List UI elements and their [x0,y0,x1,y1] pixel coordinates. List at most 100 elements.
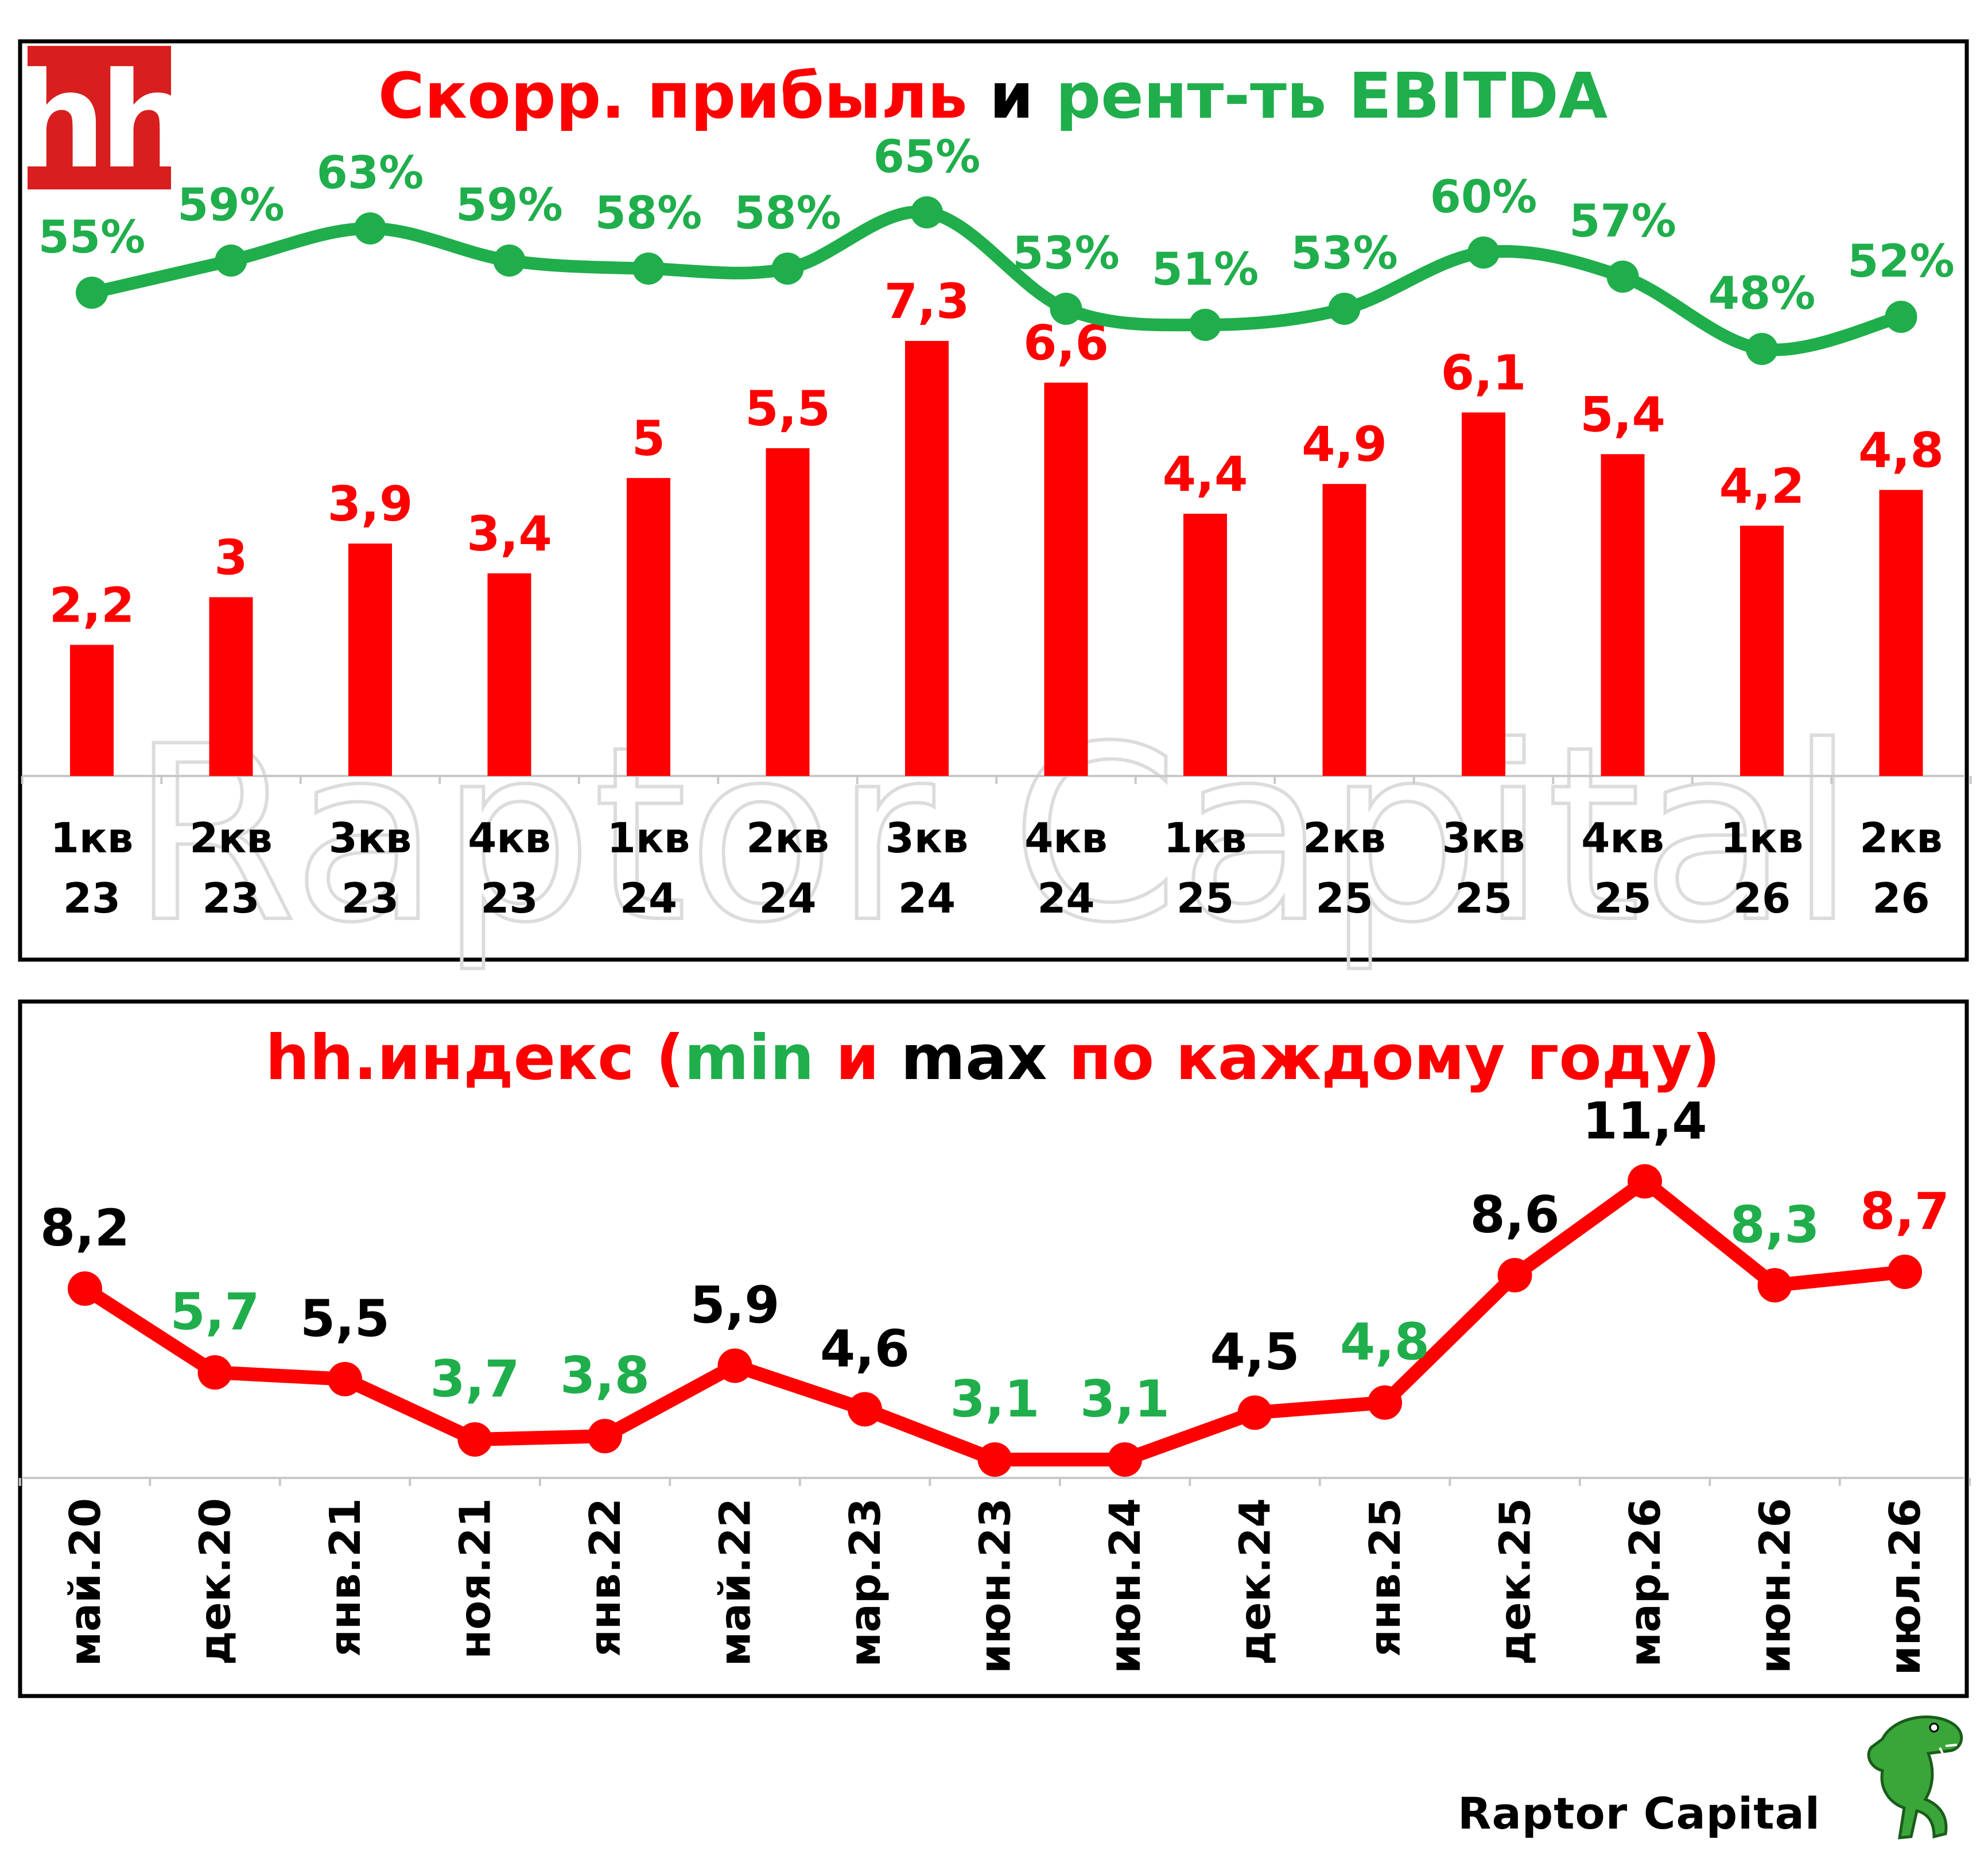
chart-hh-index: hh.индекс (min и max по каждому году) 8,2… [18,999,1971,1698]
ebitda-point [1050,293,1082,325]
hh-index-label: 4,6 [820,1319,910,1378]
ebitda-point [1189,309,1221,341]
profit-bar [1183,514,1227,776]
profit-bar [1601,454,1645,776]
chart1-category-label: 25 [1455,874,1512,922]
ebitda-point-label: 60% [1430,172,1537,223]
profit-bar-label: 7,3 [884,273,970,329]
chart1-category-label: 26 [1733,874,1791,922]
chart1-title-part-1: и [968,59,1056,133]
chart1-category-label: 24 [620,874,677,922]
chart1-category-label: 1кв [51,814,134,862]
hh-index-point [68,1271,102,1306]
chart1-category-label: 23 [202,874,259,922]
ebitda-point [76,277,108,309]
chart2-title: hh.индекс (min и max по каждому году) [265,1022,1720,1094]
hh-index-label: 5,5 [300,1289,390,1348]
chart1-category-label: 23 [341,874,399,922]
chart1-category-label: 1кв [607,814,690,862]
ebitda-point-label: 53% [1012,228,1120,280]
hh-index-point [717,1348,752,1383]
profit-bar-label: 4,2 [1719,458,1805,514]
ebitda-point-label: 55% [38,212,146,263]
ebitda-point [354,212,386,245]
profit-bar-label: 4,4 [1163,446,1248,502]
chart2-title-part-3: max [901,1022,1047,1094]
ebitda-point [493,245,526,277]
chart1-category-label: 3кв [1442,814,1525,862]
profit-bar-label: 4,8 [1858,422,1944,479]
hh-index-label: 8,6 [1470,1185,1560,1244]
ebitda-point-label: 59% [177,180,285,231]
chart1-category-label: 23 [63,874,121,922]
chart2-category-label: май.20 [61,1498,110,1666]
raptor-logo-icon [1867,1715,1963,1840]
chart2-category-label: мар.23 [841,1498,890,1667]
hh-index-point [1237,1395,1272,1430]
profit-bar [1044,382,1088,776]
hh-index-label: 3,8 [560,1346,650,1405]
chart1-title: Скорр. прибыль и рент-ть EBITDA [378,59,1608,133]
profit-bar [1879,490,1923,776]
ebitda-point [632,253,665,285]
footer-brand: Raptor Capital [1458,1788,1820,1839]
profit-bar [627,478,670,776]
profit-bar [1322,484,1366,776]
hh-index-point [1108,1442,1142,1477]
profit-bar-label: 6,1 [1441,345,1527,401]
ebitda-point-label: 65% [873,131,981,183]
ebitda-point-label: 48% [1709,268,1816,320]
profit-bar [1740,525,1784,776]
ebitda-point [1885,301,1917,333]
chart1-category-label: 24 [1037,874,1094,922]
ebitda-point [1467,236,1500,269]
profit-bar-label: 3,9 [328,476,413,532]
chart2-category-label: июн.23 [971,1498,1020,1674]
chart1-category-label: 3кв [886,814,969,862]
ebitda-point [911,196,943,228]
hh-index-point [1368,1385,1402,1420]
hh-index-point [1497,1258,1532,1293]
chart2-category-label: мар.26 [1621,1498,1670,1667]
hh-index-point [197,1355,232,1390]
hh-index-label: 11,4 [1582,1091,1707,1150]
chart1-category-label: 25 [1594,874,1651,922]
ebitda-point-label: 59% [456,180,563,231]
chart2-category-label: янв.21 [321,1498,370,1657]
hh-index-label: 3,7 [430,1349,520,1408]
ebitda-point-label: 63% [317,148,424,199]
hh-logo-text: hh [12,45,186,198]
profit-bar-label: 4,9 [1302,416,1387,472]
profit-bar [766,448,810,776]
ebitda-point [1746,333,1778,365]
hh-index-label: 8,7 [1860,1182,1950,1241]
hh-logo-icon [28,46,171,189]
ebitda-point-label: 53% [1291,228,1398,280]
profit-bar [487,573,531,776]
chart2-title-part-2: и [814,1022,901,1094]
chart1-category-label: 23 [480,874,538,922]
chart1-category-label: 2кв [746,814,829,862]
hh-index-label: 8,3 [1730,1195,1820,1254]
hh-index-label: 3,1 [950,1369,1040,1429]
chart2-category-label: июл.26 [1881,1498,1930,1675]
chart1-category-label: 1кв [1164,814,1247,862]
chart1-category-label: 2кв [189,814,273,862]
chart1-category-label: 3кв [329,814,412,862]
chart1-category-label: 25 [1315,874,1373,922]
profit-bar [905,341,949,776]
chart1-category-label: 24 [759,874,816,922]
chart1-category-label: 4кв [1581,814,1664,862]
ebitda-point [215,245,247,277]
hh-index-label: 5,9 [690,1275,780,1334]
ebitda-point [1328,293,1361,325]
ebitda-point-label: 58% [595,188,702,239]
chart2-category-label: май.22 [711,1498,760,1666]
ebitda-point-label: 52% [1847,236,1955,288]
chart2-category-label: июн.26 [1751,1498,1800,1674]
ebitda-point-label: 57% [1569,196,1676,247]
chart1-category-label: 26 [1872,874,1929,922]
chart2-title-part-0: hh.индекс ( [265,1022,684,1094]
profit-bar-label: 5,5 [745,381,830,437]
hh-index-point [588,1419,622,1454]
